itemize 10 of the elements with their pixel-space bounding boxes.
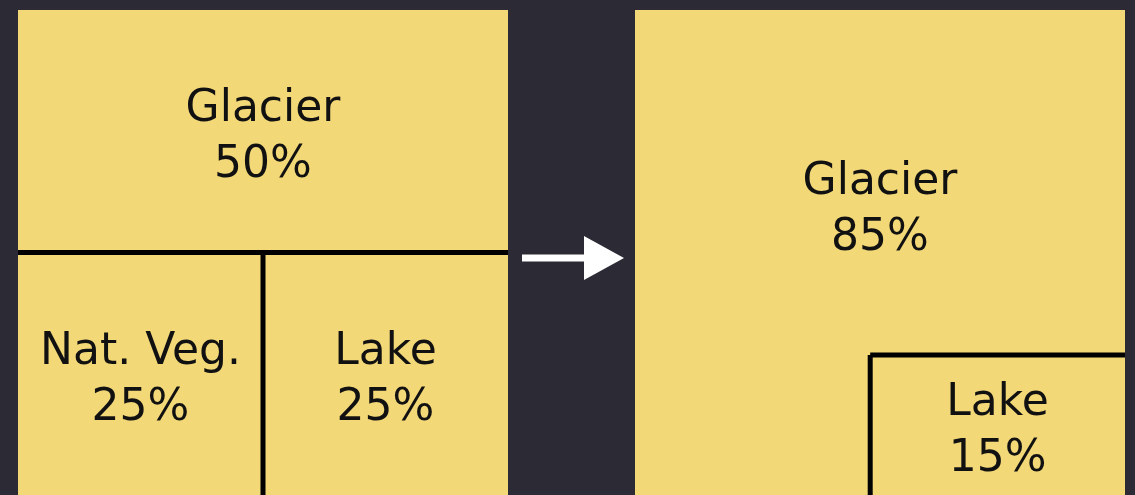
category-label: Nat. Veg. [40, 322, 241, 374]
data-label: 15% [948, 430, 1047, 482]
data-label: 25% [336, 378, 435, 430]
data-label: 50% [214, 136, 312, 188]
data-label: 85% [831, 209, 929, 260]
category-label: Glacier [802, 153, 959, 204]
data-label: 25% [91, 378, 190, 430]
category-label: Glacier [185, 80, 342, 132]
category-label: Lake [334, 322, 437, 374]
category-label: Lake [946, 374, 1049, 426]
